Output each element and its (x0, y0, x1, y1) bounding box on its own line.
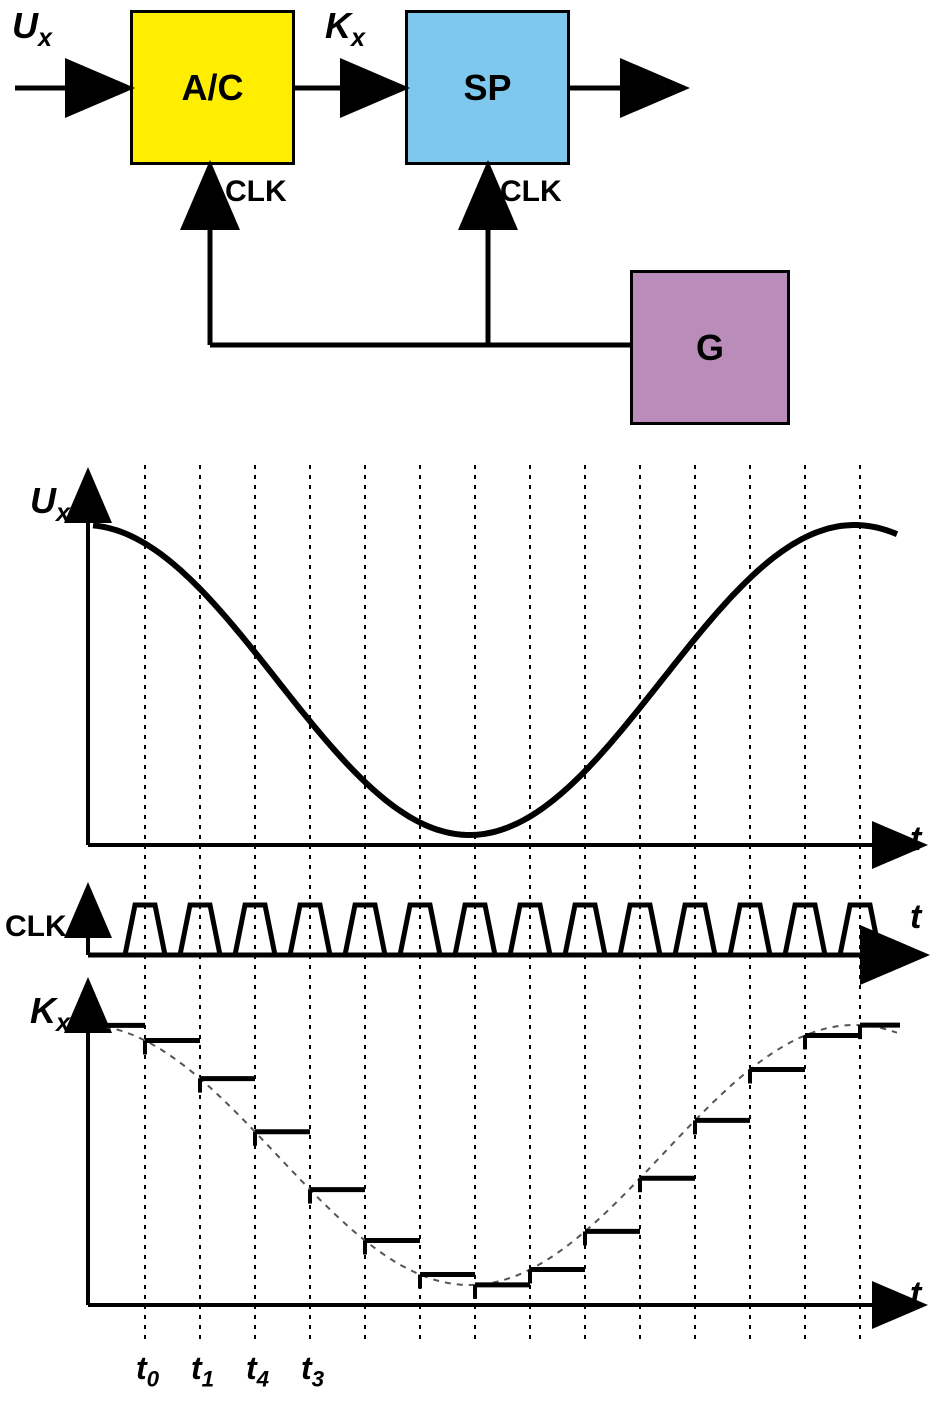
diagram-figure: A/C SP G Ux Kx CLK CLK Ux t CLK t Kx t t… (0, 0, 933, 1405)
svg-overlay (0, 0, 933, 1405)
